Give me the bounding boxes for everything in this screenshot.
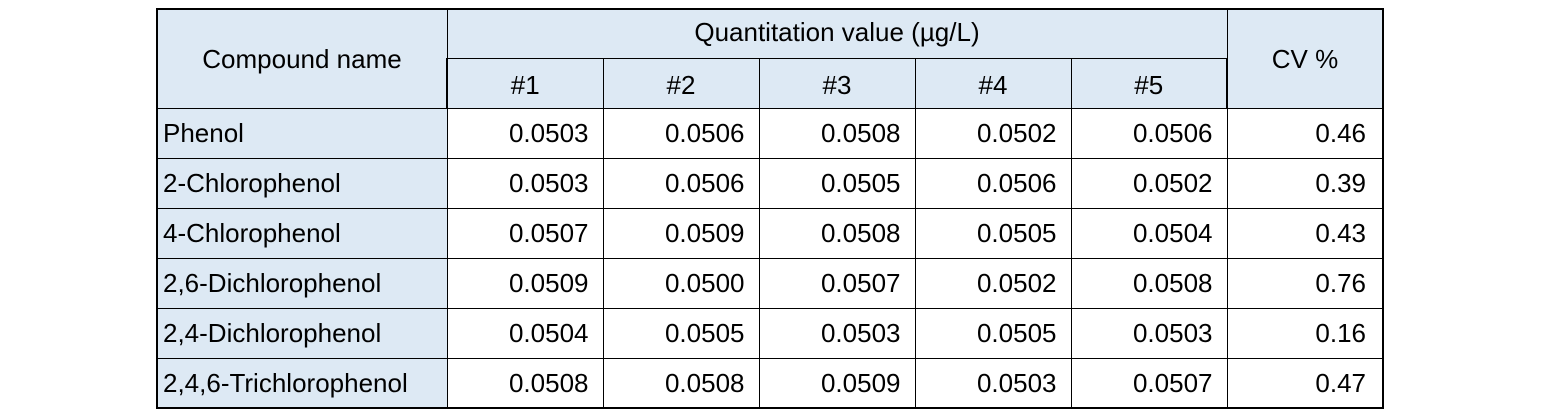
- compound-name-cell: Phenol: [156, 107, 448, 159]
- value-cell: 0.0505: [914, 207, 1072, 259]
- table-row: Phenol 0.0503 0.0506 0.0508 0.0502 0.050…: [156, 107, 1384, 159]
- value-cell: 0.0508: [602, 357, 760, 409]
- compound-name-header: Compound name: [156, 8, 448, 109]
- value-cell: 0.0508: [758, 107, 916, 159]
- header-row: Compound name Quantitation value (µg/L) …: [156, 8, 1384, 109]
- value-cell: 0.0503: [914, 357, 1072, 409]
- value-cell: 0.0505: [758, 157, 916, 209]
- value-cell: 0.0504: [446, 307, 604, 359]
- compound-name-cell: 2,6-Dichlorophenol: [156, 257, 448, 309]
- value-cell: 0.0506: [914, 157, 1072, 209]
- run-3-header: #3: [758, 57, 916, 109]
- value-cell: 0.0508: [446, 357, 604, 409]
- cv-cell: 0.47: [1226, 357, 1384, 409]
- value-cell: 0.0507: [758, 257, 916, 309]
- value-cell: 0.0500: [602, 257, 760, 309]
- value-cell: 0.0502: [1070, 157, 1228, 209]
- value-cell: 0.0505: [914, 307, 1072, 359]
- cv-cell: 0.46: [1226, 107, 1384, 159]
- run-1-header: #1: [446, 57, 604, 109]
- cv-percent-header: CV %: [1226, 8, 1384, 109]
- table-row: 2,4,6-Trichlorophenol 0.0508 0.0508 0.05…: [156, 357, 1384, 409]
- value-cell: 0.0503: [446, 107, 604, 159]
- value-cell: 0.0506: [1070, 107, 1228, 159]
- value-cell: 0.0505: [602, 307, 760, 359]
- value-cell: 0.0506: [602, 157, 760, 209]
- table-row: 2-Chlorophenol 0.0503 0.0506 0.0505 0.05…: [156, 157, 1384, 209]
- compound-name-cell: 4-Chlorophenol: [156, 207, 448, 259]
- value-cell: 0.0502: [914, 257, 1072, 309]
- value-cell: 0.0508: [1070, 257, 1228, 309]
- value-cell: 0.0507: [446, 207, 604, 259]
- value-cell: 0.0509: [758, 357, 916, 409]
- compound-name-cell: 2,4,6-Trichlorophenol: [156, 357, 448, 409]
- cv-cell: 0.39: [1226, 157, 1384, 209]
- quantitation-value-header: Quantitation value (µg/L): [446, 8, 1228, 59]
- run-header-row: #1 #2 #3 #4 #5: [157, 57, 1383, 109]
- table-row: 2,6-Dichlorophenol 0.0509 0.0500 0.0507 …: [156, 257, 1384, 309]
- table-row: 4-Chlorophenol 0.0507 0.0509 0.0508 0.05…: [156, 207, 1384, 259]
- cv-cell: 0.76: [1226, 257, 1384, 309]
- value-cell: 0.0506: [602, 107, 760, 159]
- cv-cell: 0.43: [1226, 207, 1384, 259]
- value-cell: 0.0503: [446, 157, 604, 209]
- cv-cell: 0.16: [1226, 307, 1384, 359]
- run-5-header: #5: [1070, 57, 1228, 109]
- quantitation-table: Compound name Quantitation value (µg/L) …: [156, 8, 1384, 409]
- value-cell: 0.0508: [758, 207, 916, 259]
- value-cell: 0.0503: [758, 307, 916, 359]
- value-cell: 0.0509: [446, 257, 604, 309]
- compound-name-cell: 2-Chlorophenol: [156, 157, 448, 209]
- value-cell: 0.0504: [1070, 207, 1228, 259]
- run-4-header: #4: [914, 57, 1072, 109]
- compound-name-cell: 2,4-Dichlorophenol: [156, 307, 448, 359]
- value-cell: 0.0509: [602, 207, 760, 259]
- value-cell: 0.0503: [1070, 307, 1228, 359]
- value-cell: 0.0507: [1070, 357, 1228, 409]
- value-cell: 0.0502: [914, 107, 1072, 159]
- run-2-header: #2: [602, 57, 760, 109]
- table-row: 2,4-Dichlorophenol 0.0504 0.0505 0.0503 …: [156, 307, 1384, 359]
